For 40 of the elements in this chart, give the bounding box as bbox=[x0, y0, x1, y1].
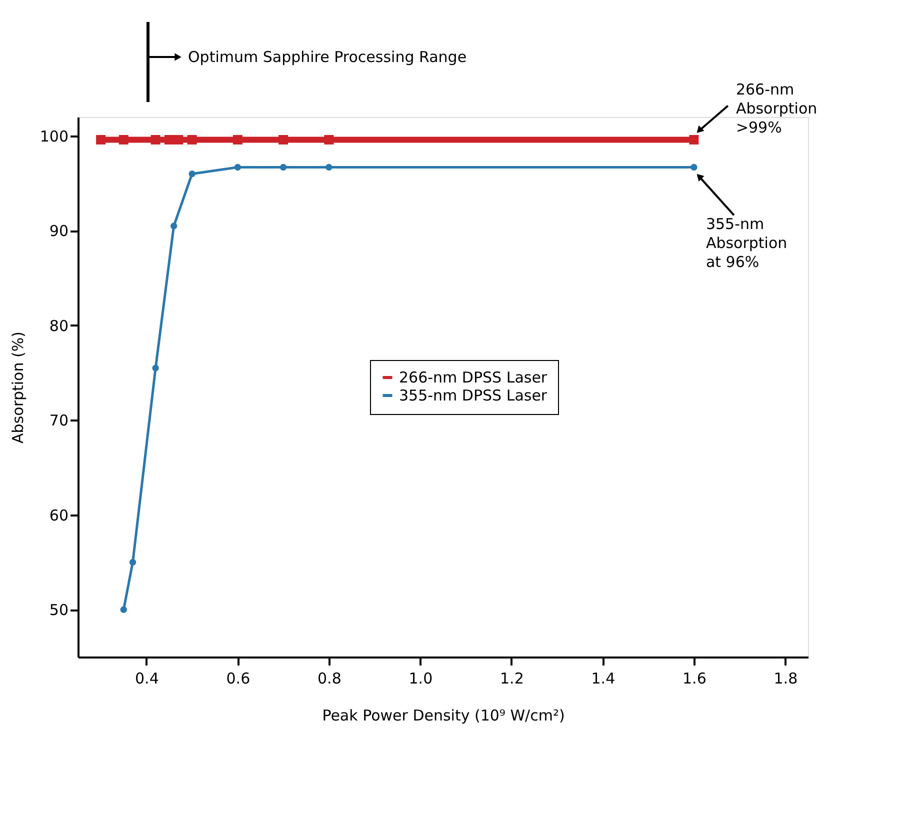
point bbox=[280, 164, 287, 171]
point bbox=[96, 134, 106, 144]
x-tick-label: 1.6 bbox=[682, 670, 706, 688]
x-tick-label: 1.4 bbox=[591, 670, 616, 688]
point bbox=[152, 364, 159, 372]
point bbox=[118, 134, 128, 144]
point bbox=[234, 164, 242, 171]
x-tick-label: 0.6 bbox=[226, 670, 250, 688]
y-tick-label: 50 bbox=[49, 601, 68, 620]
annotation: 355-nm Absorption at 96% bbox=[706, 215, 788, 272]
point bbox=[164, 134, 174, 144]
x-tick-label: 1.8 bbox=[774, 670, 798, 688]
point bbox=[170, 222, 178, 230]
y-tick-label: 60 bbox=[49, 506, 68, 524]
point bbox=[326, 164, 332, 171]
x-axis-title: Peak Power Density (10⁹ W/cm²) bbox=[322, 706, 565, 724]
point bbox=[129, 558, 136, 566]
point bbox=[232, 134, 242, 144]
legend-label: 355-nm DPSS Laser bbox=[399, 386, 548, 404]
point bbox=[187, 134, 197, 144]
annotation: 266-nm Absorption >99% bbox=[736, 80, 818, 137]
x-tick-label: 0.4 bbox=[135, 670, 159, 688]
point bbox=[188, 170, 196, 178]
y-axis-title: Absorption (%) bbox=[8, 332, 27, 444]
point bbox=[120, 606, 127, 613]
point bbox=[324, 134, 334, 144]
x-tick-label: 1.0 bbox=[408, 670, 433, 688]
x-tick-label: 0.8 bbox=[318, 670, 342, 688]
point bbox=[174, 134, 184, 144]
point bbox=[689, 134, 699, 144]
point bbox=[278, 134, 288, 144]
legend-label: 266-nm DPSS Laser bbox=[399, 368, 548, 386]
x-tick-label: 1.2 bbox=[500, 670, 524, 688]
y-tick-label: 100 bbox=[40, 127, 68, 146]
y-tick-label: 90 bbox=[49, 222, 68, 240]
y-tick-label: 70 bbox=[49, 412, 68, 430]
point bbox=[690, 164, 698, 171]
point bbox=[150, 134, 160, 144]
text: Optimum Sapphire Processing Range bbox=[188, 48, 467, 66]
y-tick-label: 80 bbox=[49, 316, 68, 335]
